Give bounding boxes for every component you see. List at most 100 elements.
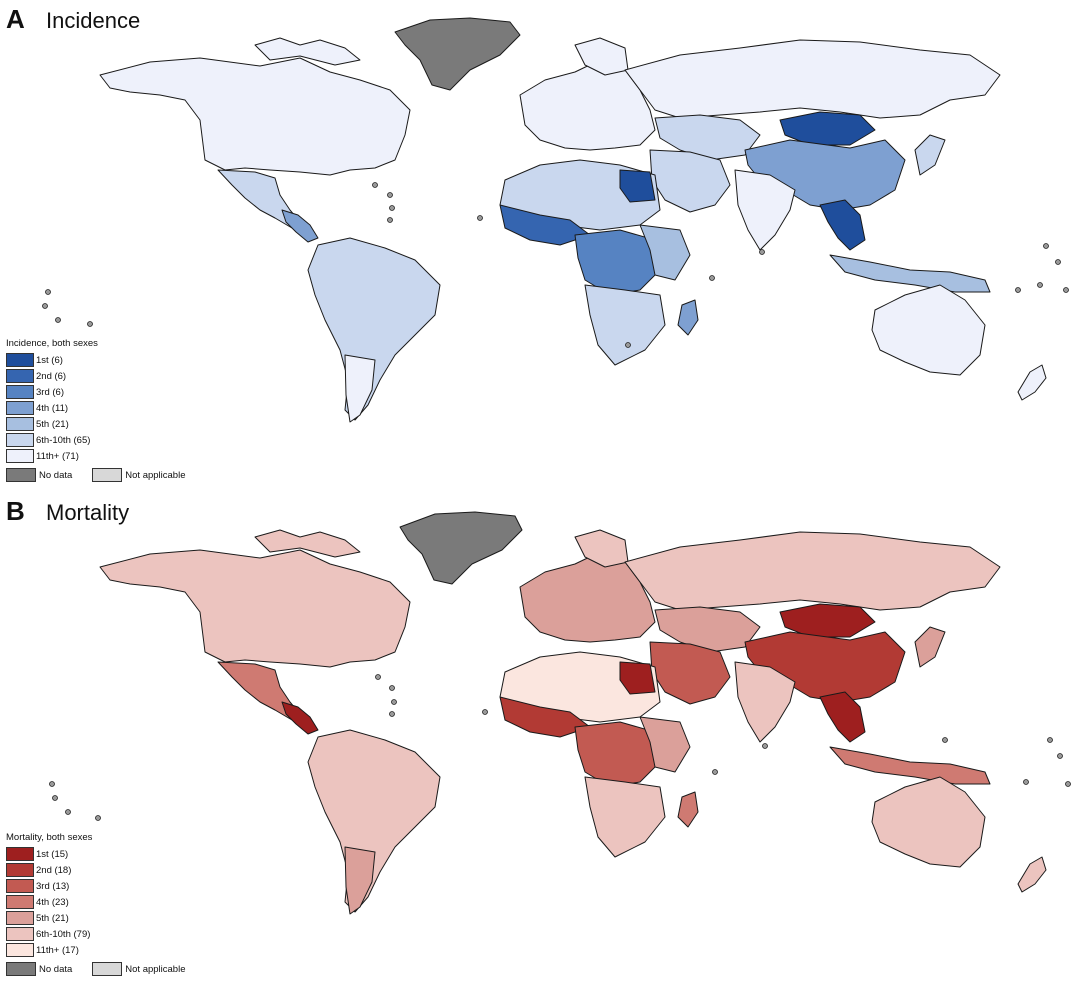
legend-row: 4th (23) [6, 894, 206, 910]
region-west-africa[interactable] [499, 204, 591, 246]
no-data-swatch [6, 468, 36, 482]
region-new-zealand[interactable] [1017, 364, 1047, 401]
legend-label: 2nd (6) [36, 370, 67, 382]
legend-row: 2nd (6) [6, 368, 206, 384]
legend-swatch [6, 353, 34, 367]
region-south-america[interactable] [307, 237, 441, 421]
not-applicable-label: Not applicable [125, 469, 186, 481]
legend-label: 6th-10th (65) [36, 434, 91, 446]
legend-title: Incidence, both sexes [6, 338, 98, 349]
region-india[interactable] [734, 661, 796, 743]
legend-label: 11th+ (17) [36, 944, 79, 956]
island-markers [49, 674, 1071, 821]
legend-row: 3rd (13) [6, 878, 206, 894]
legend-swatch [6, 417, 34, 431]
region-russia[interactable] [624, 531, 1001, 611]
legend-row: 1st (6) [6, 352, 206, 368]
region-canada-islands[interactable] [254, 529, 361, 558]
no-data-label: No data [39, 963, 73, 975]
no-data-swatch [6, 962, 36, 976]
region-australia[interactable] [871, 776, 986, 868]
region-southern-africa[interactable] [584, 776, 666, 858]
region-europe[interactable] [519, 551, 656, 643]
region-mongolia[interactable] [779, 111, 876, 146]
legend-swatch [6, 863, 34, 877]
region-southeast-asia[interactable] [819, 199, 866, 251]
legend-row: 1st (15) [6, 846, 206, 862]
region-russia[interactable] [624, 39, 1001, 119]
incidence-legend: Incidence, both sexes 1st (6) 2nd (6) 3rd … [6, 338, 206, 482]
incidence-panel: A Incidence Incidence, both sexes 1st (6… [0, 0, 1080, 492]
region-greenland[interactable] [399, 511, 523, 585]
legend-swatch [6, 927, 34, 941]
panel-letter: B [6, 496, 25, 526]
region-south-america-south[interactable] [344, 846, 376, 915]
region-middle-east[interactable] [649, 641, 731, 705]
region-south-america-south[interactable] [344, 354, 376, 423]
legend-swatch [6, 385, 34, 399]
region-mongolia[interactable] [779, 603, 876, 638]
legend-row: 2nd (18) [6, 862, 206, 878]
region-east-africa[interactable] [639, 224, 691, 281]
legend-swatch [6, 369, 34, 383]
not-applicable-swatch [92, 468, 123, 482]
legend-label: 4th (11) [36, 402, 69, 414]
region-central-america[interactable] [281, 209, 319, 243]
legend-label: 2nd (18) [36, 864, 72, 876]
legend-row: 6th-10th (79) [6, 926, 206, 942]
legend-title: Mortality, both sexes [6, 832, 93, 843]
region-canada-islands[interactable] [254, 37, 361, 66]
region-japan[interactable] [914, 626, 946, 668]
legend-label: 5th (21) [36, 912, 69, 924]
region-europe[interactable] [519, 59, 656, 151]
region-south-america[interactable] [307, 729, 441, 913]
region-madagascar[interactable] [677, 791, 699, 828]
legend-label: 3rd (13) [36, 880, 70, 892]
region-west-africa[interactable] [499, 696, 591, 738]
legend-swatch [6, 847, 34, 861]
region-new-zealand[interactable] [1017, 856, 1047, 893]
region-southeast-asia[interactable] [819, 691, 866, 743]
region-central-asia[interactable] [654, 114, 761, 161]
region-greenland[interactable] [394, 17, 521, 91]
region-central-africa[interactable] [574, 721, 661, 788]
legend-row: 5th (21) [6, 416, 206, 432]
panel-letter: A [6, 4, 25, 34]
legend-extra: No data Not applicable [6, 468, 206, 482]
region-north-america[interactable] [99, 549, 411, 668]
legend-swatch [6, 879, 34, 893]
legend-row: 4th (11) [6, 400, 206, 416]
region-north-america[interactable] [99, 57, 411, 176]
region-central-africa[interactable] [574, 229, 661, 296]
legend-row: 5th (21) [6, 910, 206, 926]
mortality-legend: Mortality, both sexes 1st (15) 2nd (18) 3r… [6, 832, 206, 976]
not-applicable-swatch [92, 962, 123, 976]
region-india[interactable] [734, 169, 796, 251]
region-indonesia[interactable] [829, 254, 991, 293]
legend-label: 4th (23) [36, 896, 69, 908]
legend-swatch [6, 943, 34, 957]
not-applicable-label: Not applicable [125, 963, 186, 975]
legend-extra: No data Not applicable [6, 962, 206, 976]
region-indonesia[interactable] [829, 746, 991, 785]
legend-row: 11th+ (17) [6, 942, 206, 958]
legend-swatch [6, 911, 34, 925]
legend-label: 3rd (6) [36, 386, 64, 398]
legend-swatch [6, 401, 34, 415]
incidence-world-map [42, 17, 1069, 423]
region-central-asia[interactable] [654, 606, 761, 653]
region-middle-east[interactable] [649, 149, 731, 213]
legend-rows: 1st (15) 2nd (18) 3rd (13) 4th (23) 5th (21)… [6, 846, 206, 958]
region-east-africa[interactable] [639, 716, 691, 773]
region-southern-africa[interactable] [584, 284, 666, 366]
legend-label: 6th-10th (79) [36, 928, 91, 940]
region-australia[interactable] [871, 284, 986, 376]
panel-title: Mortality [46, 500, 130, 525]
region-central-america[interactable] [281, 701, 319, 735]
region-egypt[interactable] [619, 661, 656, 695]
legend-swatch [6, 895, 34, 909]
legend-row: 11th+ (71) [6, 448, 206, 464]
region-madagascar[interactable] [677, 299, 699, 336]
region-japan[interactable] [914, 134, 946, 176]
region-egypt[interactable] [619, 169, 656, 203]
